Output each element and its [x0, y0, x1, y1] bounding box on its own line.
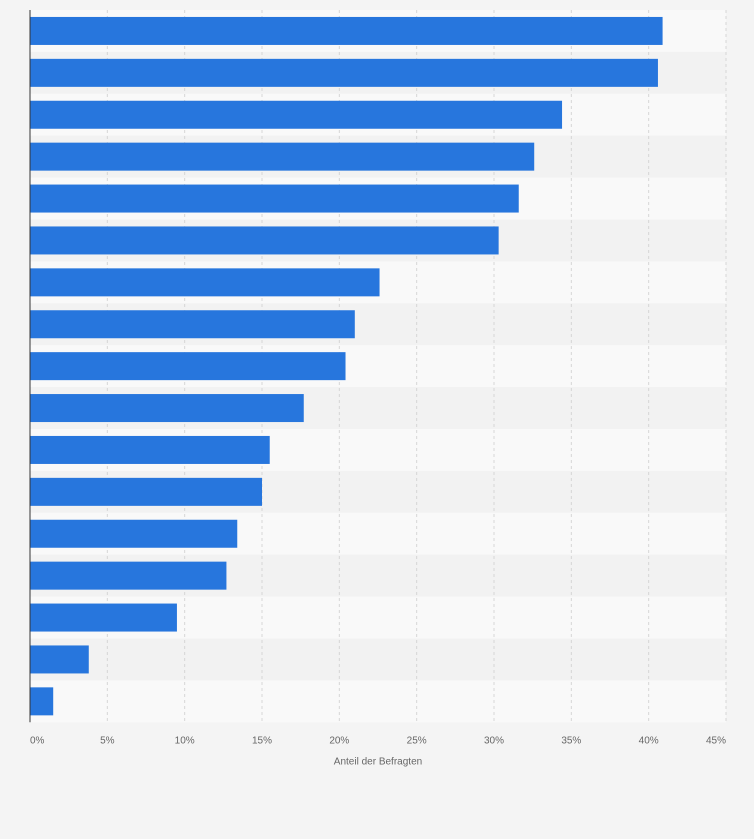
x-tick-label: 30%	[484, 735, 504, 746]
bar	[30, 310, 355, 339]
x-tick-label: 10%	[175, 735, 195, 746]
bar	[30, 603, 177, 632]
x-axis-title: Anteil der Befragten	[334, 756, 422, 767]
bar	[30, 477, 262, 506]
bar	[30, 435, 270, 464]
bar	[30, 16, 663, 45]
bar	[30, 687, 54, 716]
bar	[30, 645, 89, 674]
bar	[30, 352, 346, 381]
bars	[30, 16, 663, 716]
bar	[30, 394, 304, 423]
x-tick-label: 25%	[407, 735, 427, 746]
x-tick-label: 15%	[252, 735, 272, 746]
bar	[30, 519, 238, 548]
bar	[30, 100, 563, 129]
bar	[30, 58, 658, 87]
bar	[30, 268, 380, 297]
x-tick-label: 40%	[639, 735, 659, 746]
x-tick-label: 20%	[329, 735, 349, 746]
x-tick-label: 5%	[100, 735, 115, 746]
bar	[30, 226, 499, 255]
bar	[30, 561, 227, 590]
x-tick-label: 35%	[561, 735, 581, 746]
row-band	[30, 638, 726, 681]
bar	[30, 142, 535, 171]
row-band	[30, 680, 726, 723]
bar	[30, 184, 519, 213]
x-axis-ticks: 0% 5% 10% 15% 20% 25% 30% 35% 40% 45%	[30, 735, 726, 746]
x-tick-label: 45%	[706, 735, 726, 746]
x-tick-label: 0%	[30, 735, 45, 746]
